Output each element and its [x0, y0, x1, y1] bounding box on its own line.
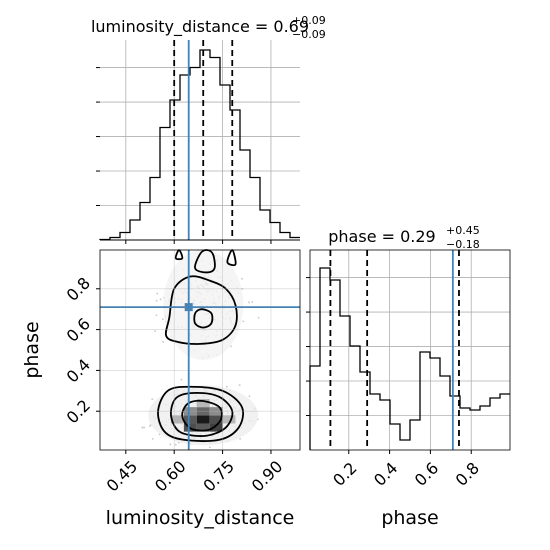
scatter-point [257, 316, 260, 319]
x-axis-label-phase: phase [381, 507, 438, 529]
density-block-3 [183, 415, 197, 424]
density-block-5 [209, 415, 223, 424]
scatter-point [230, 345, 232, 348]
x-axis-label-luminosity-distance: luminosity_distance [106, 507, 295, 529]
joint-xtick-label-0: 0.45 [103, 457, 142, 496]
ph-xtick-label-1: 0.4 [370, 458, 401, 489]
scatter-point [241, 277, 243, 280]
contour-line-7 [226, 249, 237, 267]
density-block-9 [170, 415, 184, 424]
density-block-11 [196, 398, 210, 408]
phase-histogram-panel: phase = 0.29 +0.45 −0.18 0.2 0.4 0.6 0.8 [306, 224, 511, 490]
ph-xtick-label-0: 0.2 [329, 458, 360, 489]
scatter-point [154, 330, 157, 333]
scatter-point [155, 314, 158, 317]
phase-title: phase = 0.29 [328, 227, 435, 246]
contour-line-4 [193, 308, 214, 329]
luminosity-distance-title: luminosity_distance = 0.69 [91, 17, 309, 37]
scatter-point [156, 292, 159, 295]
scatter-point [180, 378, 183, 381]
scatter-point [174, 443, 177, 446]
joint-truth-marker [184, 303, 193, 312]
joint-2d-panel: 0.45 0.60 0.75 0.90 0.2 0.4 0.6 0.8 [63, 249, 301, 496]
scatter-point [248, 301, 250, 304]
joint-ytick-label-2: 0.6 [63, 314, 94, 345]
contour-line-5 [194, 249, 216, 274]
scatter-point [159, 298, 162, 301]
joint-frame [99, 249, 301, 451]
contour-line-3 [164, 275, 238, 345]
scatter-point [149, 425, 151, 427]
scatter-point [238, 384, 241, 386]
luminosity-distance-title-minus: −0.09 [292, 28, 326, 41]
density-block-1 [196, 423, 210, 432]
density-block-4 [196, 415, 210, 424]
density-block-2 [209, 423, 223, 432]
scatter-point [251, 301, 254, 303]
scatter-point [158, 433, 161, 436]
density-background-high [163, 250, 244, 361]
joint-xtick-label-3: 0.90 [248, 457, 287, 496]
luminosity-distance-title-plus: +0.09 [292, 14, 326, 27]
scatter-point [225, 385, 228, 388]
luminosity-distance-histogram-panel: luminosity_distance = 0.69 +0.09 −0.09 [91, 14, 326, 244]
contour-line-0 [157, 385, 244, 442]
joint-ytick-label-0: 0.2 [63, 396, 94, 427]
scatter-point [151, 437, 154, 440]
phase-title-minus: −0.18 [446, 238, 480, 251]
scatter-point [242, 320, 245, 323]
density-block-10 [222, 415, 236, 424]
joint-ytick-label-1: 0.4 [63, 355, 94, 386]
ph-xtick-label-2: 0.6 [411, 458, 442, 489]
ph-hist-frame [309, 249, 511, 451]
y-axis-label-phase: phase [21, 321, 43, 378]
ph-histogram-steps [309, 267, 510, 450]
joint-xtick-label-2: 0.75 [199, 457, 238, 496]
ld-histogram-steps [99, 49, 300, 241]
scatter-point [162, 318, 164, 321]
joint-xtick-label-1: 0.60 [151, 457, 190, 496]
scatter-point [141, 426, 144, 429]
joint-ytick-label-3: 0.8 [63, 273, 94, 304]
scatter-point [208, 446, 211, 449]
scatter-point [169, 443, 172, 446]
phase-title-plus: +0.45 [446, 224, 480, 237]
scatter-point [155, 299, 158, 302]
contour-line-2 [181, 399, 223, 432]
scatter-point [143, 426, 146, 429]
axis-labels: luminosity_distance phase phase [21, 321, 439, 529]
ph-xtick-label-3: 0.8 [452, 458, 483, 489]
scatter-point [162, 340, 164, 343]
scatter-point [151, 398, 154, 401]
scatter-point [248, 395, 251, 398]
scatter-point [239, 437, 242, 440]
contour-line-1 [169, 391, 234, 437]
contour-line-6 [174, 249, 184, 261]
